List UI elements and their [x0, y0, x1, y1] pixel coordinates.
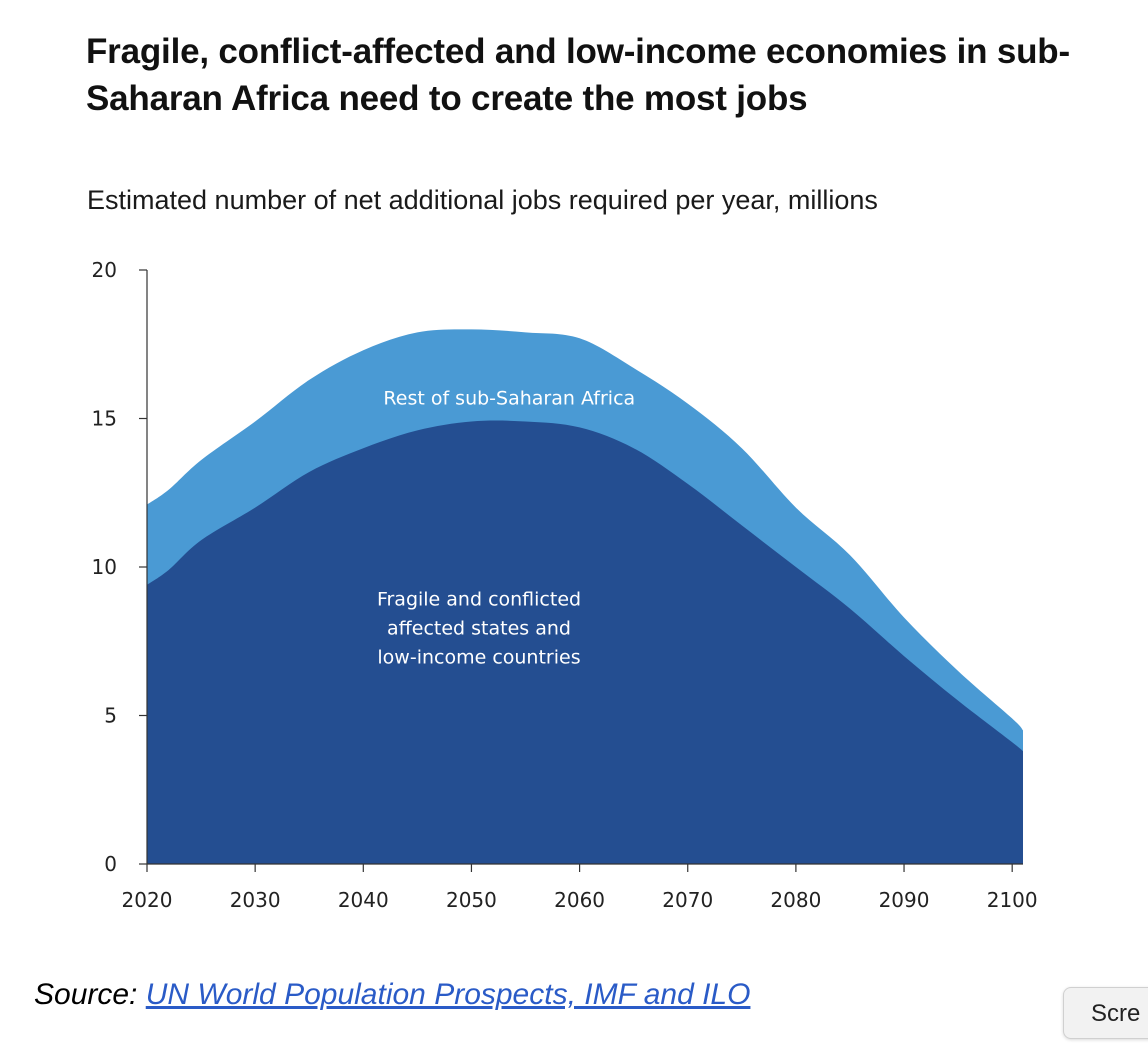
source-prefix: Source:: [34, 978, 138, 1011]
screenshot-button[interactable]: Scre: [1063, 987, 1148, 1039]
chart-subtitle: Estimated number of net additional jobs …: [87, 185, 878, 215]
y-tick-label: 10: [92, 555, 117, 579]
y-tick-label: 5: [104, 704, 117, 728]
y-tick-label: 0: [104, 852, 117, 876]
x-tick-label: 2040: [338, 888, 389, 912]
source-link[interactable]: UN World Population Prospects, IMF and I…: [145, 978, 751, 1011]
series-label-fragile-low-income: low-income countries: [377, 647, 580, 669]
x-tick-label: 2060: [554, 888, 605, 912]
x-tick-label: 2030: [230, 888, 281, 912]
series-label-rest-of-ssa: Rest of sub-Saharan Africa: [383, 388, 635, 410]
y-tick-label: 20: [92, 258, 117, 282]
x-tick-label: 2080: [770, 888, 821, 912]
series-label-fragile-low-income: affected states and: [387, 618, 571, 640]
x-tick-label: 2100: [987, 888, 1038, 912]
x-tick-label: 2050: [446, 888, 497, 912]
y-tick-label: 15: [92, 407, 117, 431]
chart-title: Fragile, conflict-affected and low-incom…: [86, 32, 1070, 118]
x-tick-label: 2020: [122, 888, 173, 912]
x-tick-label: 2090: [879, 888, 930, 912]
x-tick-label: 2070: [662, 888, 713, 912]
series-label-fragile-low-income: Fragile and conflicted: [377, 589, 581, 611]
area-fragile-low-income: [147, 420, 1023, 864]
source-line: Source: UN World Population Prospects, I…: [34, 974, 750, 1016]
